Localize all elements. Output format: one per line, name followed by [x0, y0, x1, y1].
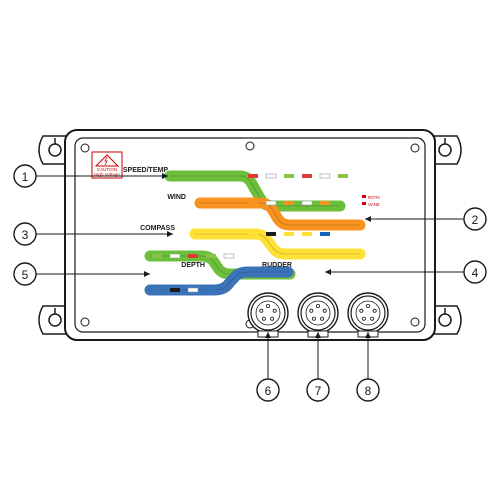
pin-speedtemp-5 [338, 174, 348, 178]
strip-label-speedtemp: SPEED/TEMP [123, 167, 168, 174]
strip-label-rudder: RUDDER [262, 262, 292, 269]
pin-wind-4 [320, 201, 330, 205]
strip-sublabel-wind-0: ROTA [368, 195, 380, 200]
pin-compass-4 [320, 232, 330, 236]
pin-depth-0 [152, 254, 162, 258]
strip-label-depth: DEPTH [181, 262, 205, 269]
pin-speedtemp-4 [320, 174, 330, 178]
callout-number-2: 2 [472, 213, 479, 227]
strip-label-wind: WIND [167, 194, 186, 201]
pin-speedtemp-3 [302, 174, 312, 178]
pin-rudder-1 [170, 288, 180, 292]
pin-wind-2 [284, 201, 294, 205]
pin-compass-3 [302, 232, 312, 236]
pin-speedtemp-1 [266, 174, 276, 178]
pin-wind-3 [302, 201, 312, 205]
callout-number-4: 4 [472, 266, 479, 280]
pin-depth-3 [206, 254, 216, 258]
callout-number-5: 5 [22, 268, 29, 282]
strip-sublabel-wind-1: VANE [368, 202, 380, 207]
pin-depth-1 [170, 254, 180, 258]
pin-wind-1 [266, 201, 276, 205]
strip-label-compass: COMPASS [140, 225, 175, 232]
callout-number-7: 7 [315, 384, 322, 398]
pin-depth-2 [188, 254, 198, 258]
pin-speedtemp-2 [284, 174, 294, 178]
pin-rudder-0 [152, 288, 162, 292]
pin-compass-0 [248, 232, 258, 236]
pin-rudder-3 [206, 288, 216, 292]
callout-number-1: 1 [22, 170, 29, 184]
callout-number-8: 8 [365, 384, 372, 398]
pin-compass-1 [266, 232, 276, 236]
pin-wind-0 [248, 201, 258, 205]
pin-depth-4 [224, 254, 234, 258]
callout-number-3: 3 [22, 228, 29, 242]
pin-compass-2 [284, 232, 294, 236]
pin-rudder-2 [188, 288, 198, 292]
pin-speedtemp-0 [248, 174, 258, 178]
callout-number-6: 6 [265, 384, 272, 398]
